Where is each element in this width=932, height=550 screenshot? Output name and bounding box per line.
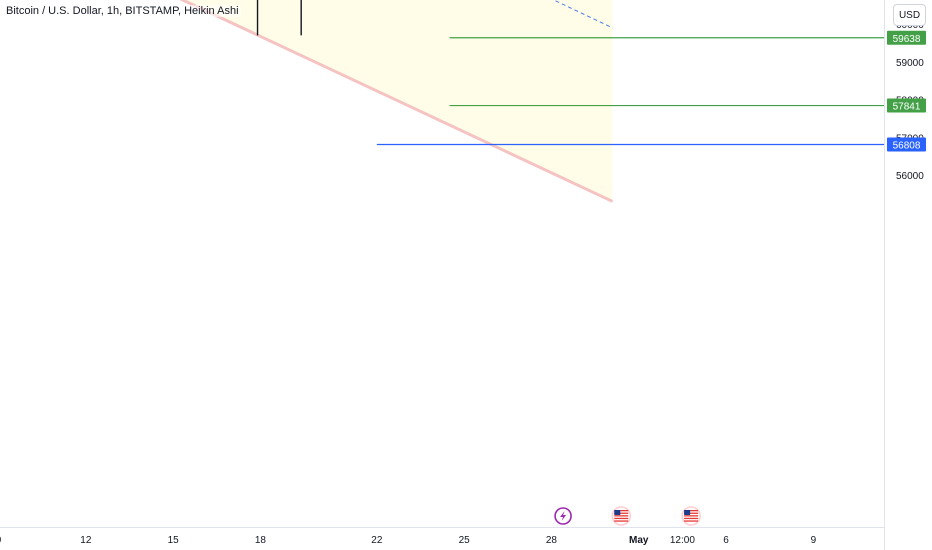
time-tick-label: 12 [80,535,92,546]
time-tick-label: 25 [459,535,471,546]
us-flag-icon-stripe [614,512,629,514]
lightning-icon[interactable] [554,507,572,525]
channel-lower-line[interactable] [0,0,614,203]
us-flag-icon-stripe [684,517,699,520]
us-flag-icon-stripe [684,512,699,514]
symbol-title[interactable]: Bitcoin / U.S. Dollar, 1h, BITSTAMP, Hei… [4,5,241,17]
price-tick-label: 56000 [896,171,924,182]
us-flag-icon-stripe [614,515,629,517]
us-flag-icon[interactable] [681,506,701,526]
time-tick-label: May [629,535,649,546]
time-tick-label: 15 [168,535,180,546]
us-flag-icon-stripe [684,520,699,522]
candles [256,0,302,36]
horizontal-levels[interactable] [376,0,884,146]
time-tick-label: 28 [546,535,558,546]
level-label-bg-59638 [887,30,926,45]
us-flag-icon-canton [614,510,621,515]
us-flag-icon-stripe [614,520,629,522]
level-label-59638: 59638 [893,34,921,45]
price-axis-labels: 6763166693659036455364346635286124159638… [887,30,926,152]
time-tick-label: 9 [0,535,2,546]
currency-button[interactable]: USD [893,4,926,26]
level-label-56808: 56808 [893,141,921,152]
time-tick-label: 9 [811,535,817,546]
time-tick-label: 12:00 [670,535,695,546]
price-tick-label: 59000 [896,58,924,69]
time-tick-label: 6 [723,535,729,546]
us-flag-icon[interactable] [611,506,632,526]
level-label-57841: 57841 [893,102,921,113]
lightning-icon-bolt [560,511,567,521]
time-tick-label: 22 [371,535,383,546]
us-flag-icon-stripe [614,510,629,512]
parallel-channel[interactable] [0,0,614,203]
event-markers[interactable] [554,506,701,526]
us-flag-icon-stripe [614,517,629,520]
time-tick-label: 18 [255,535,267,546]
us-flag-icon-canton [684,510,691,515]
us-flag-icon-stripe [684,510,699,512]
level-label-bg-56808 [887,137,926,152]
level-label-bg-57841 [887,98,926,113]
time-axis[interactable]: 9 12 15 18 22 25 28 May 12:00 6 9 [0,535,817,546]
us-flag-icon-stripe [684,515,699,517]
